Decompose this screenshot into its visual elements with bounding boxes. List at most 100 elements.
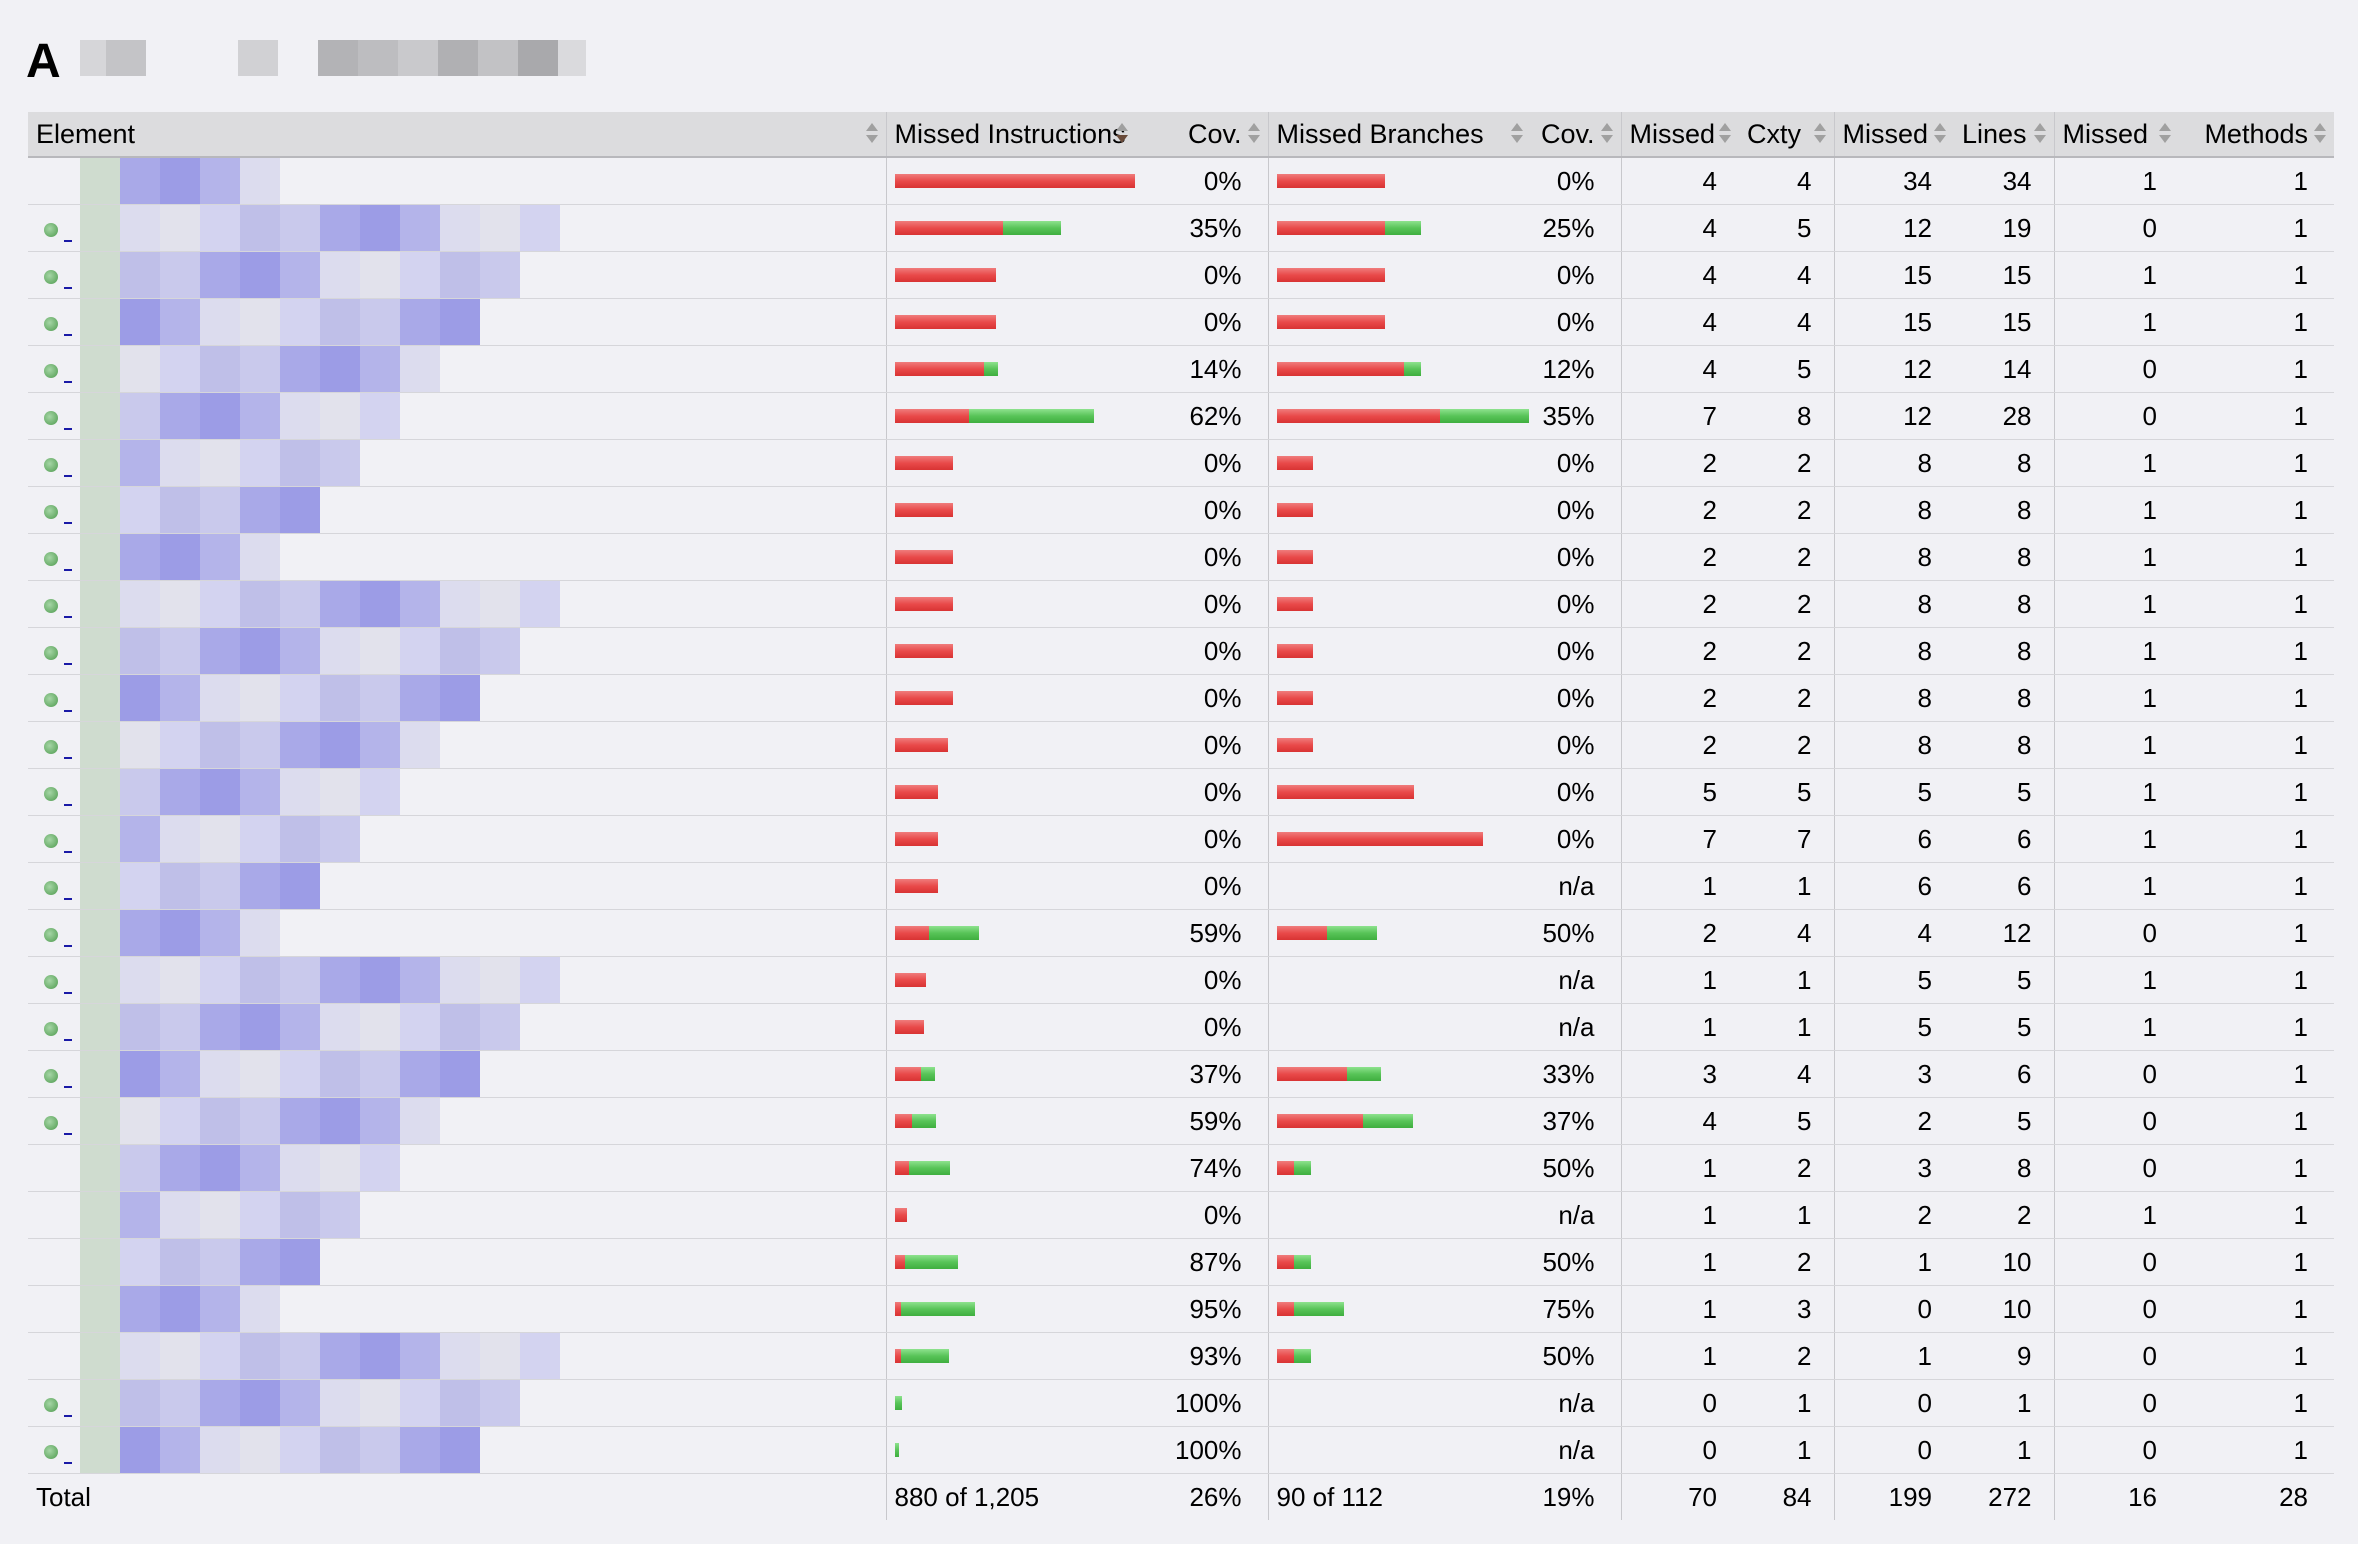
branch-coverage: 33% <box>1531 1050 1621 1098</box>
element-link[interactable] <box>64 1393 72 1417</box>
element-link[interactable] <box>64 1440 72 1464</box>
instruction-coverage: 0% <box>1136 768 1268 816</box>
element-cell[interactable] <box>28 298 886 346</box>
table-row: 59% 37% 4 5 2 5 0 1 <box>28 1097 2334 1145</box>
complexity: 1 <box>1739 1003 1834 1051</box>
element-link[interactable] <box>64 641 72 665</box>
redaction-pixel <box>200 956 240 1003</box>
element-link[interactable] <box>64 1017 72 1041</box>
element-link[interactable] <box>64 735 72 759</box>
redaction-pixel <box>160 1332 200 1379</box>
col-header-methods[interactable]: Methods <box>2179 112 2334 158</box>
instruction-bar-cell <box>885 1379 1136 1427</box>
col-header-missed-branches[interactable]: Missed Branches <box>1267 112 1531 158</box>
element-link[interactable] <box>64 829 72 853</box>
complexity: 4 <box>1739 298 1834 346</box>
package-icon <box>44 1115 58 1130</box>
element-link[interactable] <box>64 1064 72 1088</box>
element-cell[interactable] <box>28 204 886 252</box>
redaction-pixel <box>440 580 480 627</box>
redaction-pixel <box>240 580 280 627</box>
missed-complexity: 1 <box>1620 1003 1739 1051</box>
element-cell[interactable] <box>28 1144 886 1192</box>
redaction-pixel <box>160 204 200 251</box>
instruction-coverage: 59% <box>1136 909 1268 957</box>
covered-instructions-bar <box>1002 221 1061 235</box>
missed-methods: 0 <box>2053 1050 2179 1098</box>
element-cell[interactable] <box>28 674 886 722</box>
missed-branches-bar <box>1276 1349 1294 1363</box>
instruction-bar-cell <box>885 627 1136 675</box>
element-link[interactable] <box>64 1111 72 1135</box>
element-cell[interactable] <box>28 486 886 534</box>
missed-methods: 1 <box>2053 439 2179 487</box>
element-cell[interactable] <box>28 1050 886 1098</box>
element-link[interactable] <box>64 218 72 242</box>
element-link[interactable] <box>64 923 72 947</box>
table-row: 93% 50% 1 2 1 9 0 1 <box>28 1332 2334 1380</box>
element-cell[interactable] <box>28 1285 886 1333</box>
element-cell[interactable] <box>28 909 886 957</box>
instruction-bar-cell <box>885 862 1136 910</box>
complexity: 1 <box>1739 956 1834 1004</box>
missed-complexity: 5 <box>1620 768 1739 816</box>
element-cell[interactable] <box>28 251 886 299</box>
element-link[interactable] <box>64 688 72 712</box>
element-cell[interactable] <box>28 721 886 769</box>
element-link[interactable] <box>64 594 72 618</box>
element-cell[interactable] <box>28 1238 886 1286</box>
sort-icon <box>1247 123 1260 145</box>
col-header-instruction-coverage[interactable]: Cov. <box>1136 112 1268 158</box>
element-cell[interactable] <box>28 439 886 487</box>
redaction-pixel <box>80 1050 120 1097</box>
element-link[interactable] <box>64 359 72 383</box>
missed-methods: 1 <box>2053 815 2179 863</box>
element-cell[interactable] <box>28 1426 886 1474</box>
element-link[interactable] <box>64 500 72 524</box>
missed-methods: 0 <box>2053 1285 2179 1333</box>
redaction-pixel <box>320 1003 360 1050</box>
col-header-lines[interactable]: Lines <box>1954 112 2054 158</box>
element-cell[interactable] <box>28 862 886 910</box>
col-header-complexity[interactable]: Cxty <box>1739 112 1834 158</box>
element-link[interactable] <box>64 547 72 571</box>
element-cell[interactable] <box>28 956 886 1004</box>
complexity: 2 <box>1739 721 1834 769</box>
element-cell[interactable] <box>28 627 886 675</box>
col-header-missed-instructions[interactable]: Missed Instructions <box>885 112 1136 158</box>
element-cell[interactable] <box>28 580 886 628</box>
methods: 1 <box>2179 1097 2334 1145</box>
redaction-pixel <box>280 580 320 627</box>
element-cell[interactable] <box>28 1097 886 1145</box>
element-cell[interactable] <box>28 1191 886 1239</box>
element-cell[interactable] <box>28 768 886 816</box>
element-link[interactable] <box>64 970 72 994</box>
element-link[interactable] <box>64 782 72 806</box>
covered-instructions-bar <box>900 1302 975 1316</box>
element-link[interactable] <box>64 876 72 900</box>
element-cell[interactable] <box>28 533 886 581</box>
col-header-element[interactable]: Element <box>28 112 886 158</box>
element-cell[interactable] <box>28 157 886 205</box>
col-header-missed-complexity[interactable]: Missed <box>1620 112 1739 158</box>
col-header-branch-coverage[interactable]: Cov. <box>1531 112 1621 158</box>
table-row: 0% 0% 2 2 8 8 1 1 <box>28 533 2334 581</box>
redaction-pixel <box>320 580 360 627</box>
table-row: 0% 0% 2 2 8 8 1 1 <box>28 580 2334 628</box>
element-link[interactable] <box>64 265 72 289</box>
element-link[interactable] <box>64 406 72 430</box>
element-cell[interactable] <box>28 1332 886 1380</box>
element-cell[interactable] <box>28 1379 886 1427</box>
branch-bar-cell <box>1267 815 1531 863</box>
element-link[interactable] <box>64 312 72 336</box>
element-cell[interactable] <box>28 345 886 393</box>
missed-methods: 1 <box>2053 486 2179 534</box>
col-header-missed-lines[interactable]: Missed <box>1833 112 1954 158</box>
col-header-missed-methods[interactable]: Missed <box>2053 112 2179 158</box>
element-cell[interactable] <box>28 392 886 440</box>
element-cell[interactable] <box>28 1003 886 1051</box>
redaction-pixel <box>160 674 200 721</box>
total-lines: 272 <box>1988 1481 2032 1512</box>
element-cell[interactable] <box>28 815 886 863</box>
element-link[interactable] <box>64 453 72 477</box>
